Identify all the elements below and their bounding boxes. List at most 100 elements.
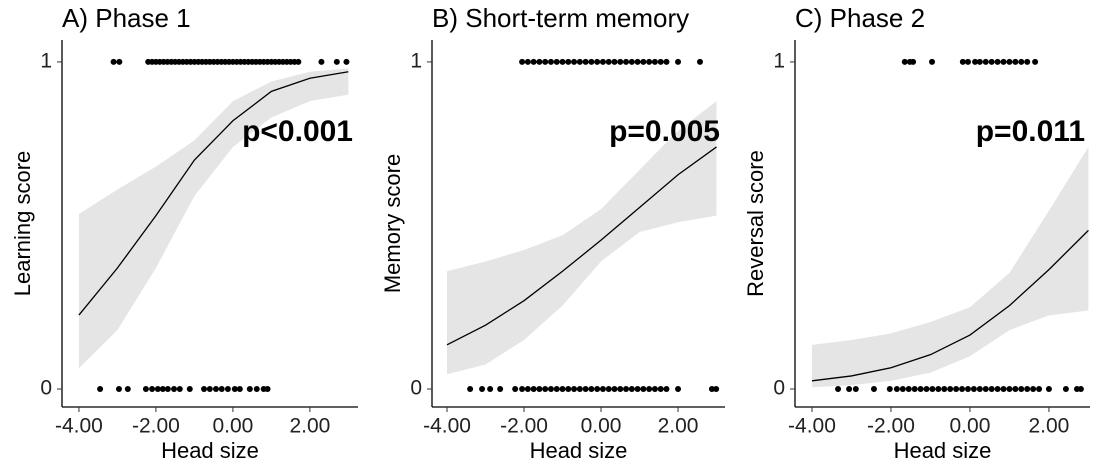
data-point [110,58,117,65]
data-point [588,58,595,65]
data-point [487,386,494,393]
data-point [617,386,624,393]
data-point [634,386,641,393]
data-point [1032,58,1039,65]
x-tick-label: 0.00 [581,415,622,438]
data-point [594,386,601,393]
data-point [1018,386,1025,393]
data-point [651,386,658,393]
data-point [994,386,1001,393]
data-point [611,386,618,393]
data-point [1000,58,1007,65]
data-point [519,58,526,65]
data-point [571,386,578,393]
y-axis-title: Memory score [380,154,405,293]
data-point [186,386,193,393]
data-point [547,386,554,393]
x-tick-label: -2.00 [867,415,915,438]
data-point [333,58,340,65]
x-tick-label: -2.00 [500,415,548,438]
data-point [959,386,966,393]
data-point [982,58,989,65]
data-point [553,386,560,393]
data-point [571,58,578,65]
data-point [536,386,543,393]
data-point [623,386,630,393]
y-tick-label: 1 [773,49,785,72]
data-point [1012,58,1019,65]
fit-line [446,146,717,346]
y-axis-title: Learning score [10,151,35,297]
data-point [640,58,647,65]
data-point [886,386,893,393]
data-point [530,386,537,393]
data-point [713,386,720,393]
data-point [1077,386,1084,393]
x-axis-title: Head size [894,438,992,463]
data-point [663,58,670,65]
x-tick-label: 2.00 [658,415,699,438]
data-point [611,58,618,65]
y-axis-title: Reversal score [743,150,768,297]
data-point [623,58,630,65]
data-point [982,386,989,393]
data-point [1062,386,1069,393]
data-point [976,386,983,393]
data-point [899,386,906,393]
data-point [941,386,948,393]
data-point [1000,386,1007,393]
data-point [617,58,624,65]
data-point [1024,386,1031,393]
data-point [1006,386,1013,393]
data-point [594,58,601,65]
data-point [835,386,842,393]
data-point [929,58,936,65]
data-point [605,386,612,393]
fit-line [78,71,349,316]
data-point [343,58,350,65]
data-point [115,386,122,393]
data-point [582,58,589,65]
data-point [599,386,606,393]
data-point [524,386,531,393]
data-point [846,386,853,393]
data-point [116,58,123,65]
x-tick-label: 0.00 [950,415,991,438]
data-point [246,386,253,393]
data-point [479,386,486,393]
data-point [224,386,231,393]
data-point [953,386,960,393]
data-point [935,386,942,393]
data-point [675,58,682,65]
data-point [206,386,213,393]
data-point [976,58,983,65]
data-point [1006,58,1013,65]
data-point [651,58,658,65]
data-point [295,58,302,65]
data-point [970,386,977,393]
data-point [236,386,243,393]
data-point [142,386,149,393]
p-value: p=0.005 [609,115,720,148]
x-axis-title: Head size [530,438,628,463]
data-point [1012,386,1019,393]
x-tick-label: 2.00 [1028,415,1069,438]
data-point [542,386,549,393]
data-point [97,386,104,393]
data-point [164,386,171,393]
data-point [657,386,664,393]
data-point [212,386,219,393]
data-point [911,386,918,393]
data-point [929,386,936,393]
confidence-band [447,101,717,375]
data-point [519,386,526,393]
data-point [852,386,859,393]
panel-title: A) Phase 1 [62,3,191,33]
data-point [467,386,474,393]
data-point [708,386,715,393]
data-point [149,386,156,393]
data-point [599,58,606,65]
data-point [628,58,635,65]
data-point [994,58,1001,65]
